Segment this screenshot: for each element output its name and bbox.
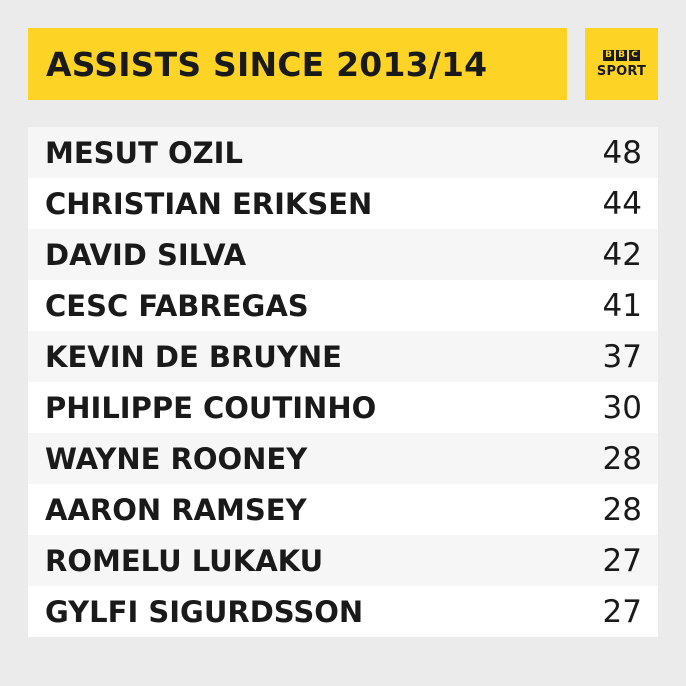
player-name: ROMELU LUKAKU xyxy=(45,543,324,578)
assist-count: 41 xyxy=(602,287,642,324)
table-row: KEVIN DE BRUYNE 37 xyxy=(28,331,658,382)
table-row: DAVID SILVA 42 xyxy=(28,229,658,280)
assist-count: 27 xyxy=(602,542,642,579)
table-row: ROMELU LUKAKU 27 xyxy=(28,535,658,586)
assists-table: MESUT OZIL 48 CHRISTIAN ERIKSEN 44 DAVID SIL… xyxy=(28,127,658,637)
player-name: WAYNE ROONEY xyxy=(45,441,308,476)
table-row: CHRISTIAN ERIKSEN 44 xyxy=(28,178,658,229)
page-title: ASSISTS SINCE 2013/14 xyxy=(46,44,488,84)
assist-count: 37 xyxy=(602,338,642,375)
player-name: PHILIPPE COUTINHO xyxy=(45,390,377,425)
player-name: DAVID SILVA xyxy=(45,237,247,272)
bbc-block-b1: B xyxy=(603,49,614,61)
sport-wordmark: SPORT xyxy=(596,63,647,79)
assist-count: 48 xyxy=(602,134,642,171)
assist-count: 28 xyxy=(602,491,642,528)
player-name: GYLFI SIGURDSSON xyxy=(45,594,364,629)
bbc-blocks: B B C xyxy=(603,49,640,61)
table-row: GYLFI SIGURDSSON 27 xyxy=(28,586,658,637)
bbc-sport-logo: B B C SPORT xyxy=(585,28,658,100)
bbc-block-b2: B xyxy=(616,49,627,61)
table-row: AARON RAMSEY 28 xyxy=(28,484,658,535)
assist-count: 28 xyxy=(602,440,642,477)
table-row: WAYNE ROONEY 28 xyxy=(28,433,658,484)
table-row: MESUT OZIL 48 xyxy=(28,127,658,178)
bbc-block-c: C xyxy=(629,49,640,61)
player-name: CHRISTIAN ERIKSEN xyxy=(45,186,373,221)
table-row: CESC FABREGAS 41 xyxy=(28,280,658,331)
player-name: KEVIN DE BRUYNE xyxy=(45,339,342,374)
title-bar: ASSISTS SINCE 2013/14 xyxy=(28,28,567,100)
assist-count: 42 xyxy=(602,236,642,273)
player-name: MESUT OZIL xyxy=(45,135,243,170)
player-name: CESC FABREGAS xyxy=(45,288,309,323)
assist-count: 27 xyxy=(602,593,642,630)
assist-count: 30 xyxy=(602,389,642,426)
table-row: PHILIPPE COUTINHO 30 xyxy=(28,382,658,433)
assist-count: 44 xyxy=(602,185,642,222)
player-name: AARON RAMSEY xyxy=(45,492,307,527)
